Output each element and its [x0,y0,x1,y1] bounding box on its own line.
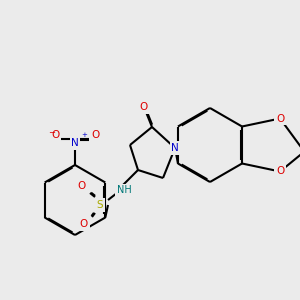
Text: O: O [80,219,88,229]
Text: O: O [91,130,99,140]
Text: +: + [81,132,87,138]
Text: O: O [140,102,148,112]
Text: −: − [48,128,55,137]
Text: N: N [171,143,179,153]
Text: S: S [97,200,103,210]
Text: O: O [51,130,59,140]
Text: O: O [276,167,284,176]
Text: O: O [78,181,86,191]
Text: N: N [71,138,79,148]
Text: NH: NH [117,185,131,195]
Text: O: O [276,113,284,124]
